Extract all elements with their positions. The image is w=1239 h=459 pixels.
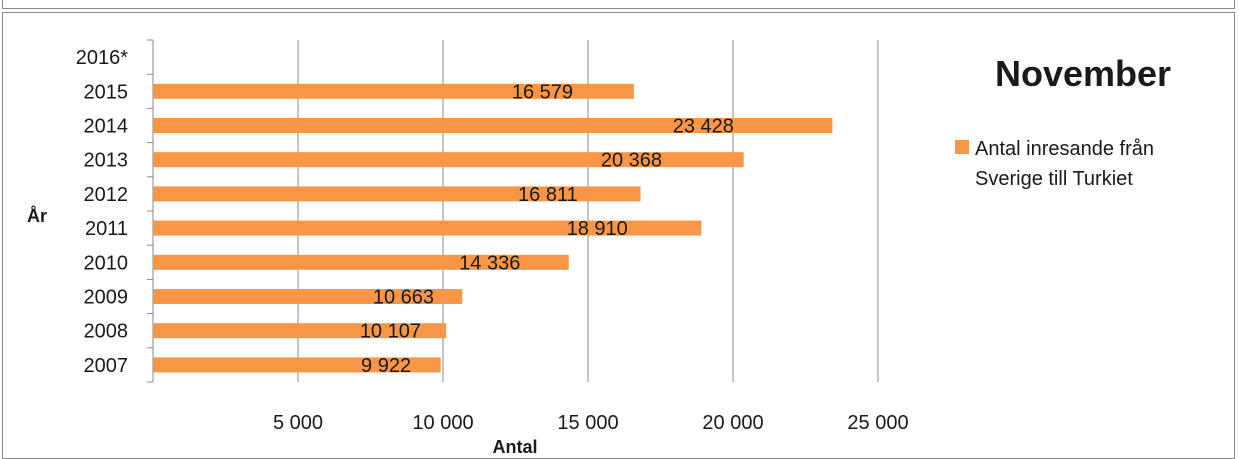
bar [153,83,634,99]
bar-value-label: 10 107 [360,321,421,343]
x-tick-label: 20 000 [702,412,763,434]
chart-frame-top [2,0,1235,9]
bar [153,118,833,133]
bar-value-label: 16 579 [512,81,573,103]
bar-value-label: 20 368 [601,150,662,172]
bar-value-label: 10 663 [373,287,434,309]
y-tick-labels: 2016* 2015 2014 2013 2012 2011 2010 2009 2008 200… [76,47,128,377]
x-axis-label: Antal [493,437,538,457]
x-tick-label: 25 000 [847,412,908,434]
bar [153,152,744,168]
x-tick-label: 10 000 [412,412,473,434]
bar-value-label: 9 922 [361,355,411,377]
chart-title: November [995,53,1171,94]
bar [153,289,463,304]
y-tick-label: 2015 [84,81,129,103]
bar-value-label: 23 428 [673,116,734,138]
y-tick-label: 2010 [84,252,129,274]
bar [153,323,447,339]
y-tick-label: 2011 [85,218,128,240]
bar-value-label: 18 910 [567,218,628,240]
bar [153,186,641,202]
y-tick-label: 2016* [76,47,128,69]
y-tick-label: 2009 [84,287,129,309]
y-tick-label: 2012 [84,184,129,206]
y-tick-label: 2013 [84,150,129,172]
legend-swatch [955,140,969,154]
bars [153,83,833,373]
bar-value-label: 14 336 [459,252,520,274]
x-tick-label: 15 000 [557,412,618,434]
x-tick-label: 5 000 [273,412,323,434]
bar [153,220,702,236]
bar [153,254,569,270]
x-tick-labels: 5 000 10 000 15 000 20 000 25 000 [273,412,909,434]
y-tick-label: 2014 [84,116,129,138]
legend-label: Antal inresande från Sverige till Turkie… [975,138,1155,190]
bar [153,357,441,373]
y-tick-label: 2008 [84,321,129,343]
bar-value-label: 16 811 [518,184,578,206]
y-tick-label: 2007 [84,355,129,377]
y-axis-label: År [27,206,47,226]
value-labels: 16 579 23 428 20 368 16 811 18 910 14 336 10 6… [360,81,734,377]
